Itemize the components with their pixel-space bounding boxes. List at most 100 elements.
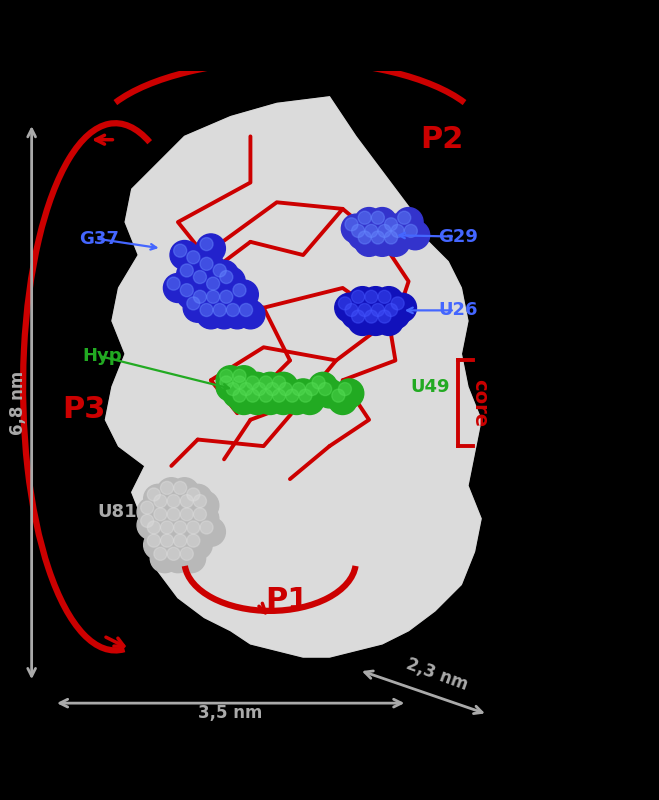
Polygon shape: [105, 97, 481, 657]
Circle shape: [229, 366, 258, 394]
Circle shape: [385, 231, 397, 244]
Circle shape: [196, 300, 225, 329]
Circle shape: [368, 300, 397, 329]
Circle shape: [167, 494, 180, 508]
Text: P1: P1: [265, 586, 308, 615]
Circle shape: [216, 267, 245, 296]
Circle shape: [227, 382, 239, 395]
Text: P3: P3: [63, 395, 106, 424]
Circle shape: [187, 250, 200, 264]
Circle shape: [332, 389, 345, 402]
Circle shape: [200, 303, 213, 317]
Circle shape: [229, 372, 258, 402]
Circle shape: [378, 310, 391, 323]
Text: U81: U81: [98, 503, 137, 521]
Circle shape: [240, 382, 252, 395]
Circle shape: [190, 286, 219, 316]
Circle shape: [273, 389, 285, 402]
Circle shape: [381, 214, 410, 243]
Circle shape: [163, 504, 192, 533]
Circle shape: [196, 254, 225, 282]
Circle shape: [144, 518, 173, 546]
Circle shape: [183, 518, 212, 546]
Circle shape: [220, 270, 233, 283]
Text: G29: G29: [438, 227, 478, 246]
Circle shape: [256, 372, 285, 402]
Circle shape: [223, 379, 252, 408]
Circle shape: [180, 284, 193, 297]
Circle shape: [256, 386, 285, 414]
Circle shape: [216, 366, 245, 394]
Circle shape: [187, 534, 200, 547]
Circle shape: [194, 508, 206, 521]
Circle shape: [190, 267, 219, 296]
Circle shape: [341, 300, 370, 329]
Circle shape: [167, 277, 180, 290]
Circle shape: [391, 224, 404, 238]
Circle shape: [170, 478, 199, 506]
Circle shape: [154, 508, 167, 521]
Circle shape: [348, 306, 377, 335]
Circle shape: [227, 303, 239, 317]
Circle shape: [352, 310, 364, 323]
Circle shape: [233, 284, 246, 297]
Circle shape: [365, 224, 378, 238]
Circle shape: [183, 294, 212, 322]
Circle shape: [335, 379, 364, 408]
Circle shape: [246, 376, 259, 389]
Circle shape: [148, 488, 160, 501]
Circle shape: [243, 386, 272, 414]
Text: U26: U26: [438, 302, 478, 319]
Circle shape: [372, 231, 384, 244]
Circle shape: [348, 221, 377, 250]
Text: 6,8 nm: 6,8 nm: [9, 370, 28, 434]
Circle shape: [200, 238, 213, 250]
Circle shape: [170, 518, 199, 546]
Circle shape: [177, 260, 206, 290]
Circle shape: [339, 297, 351, 310]
Circle shape: [236, 379, 265, 408]
Circle shape: [308, 372, 337, 402]
Circle shape: [183, 530, 212, 559]
Circle shape: [365, 290, 378, 303]
Circle shape: [220, 370, 233, 382]
Circle shape: [170, 530, 199, 559]
Circle shape: [355, 300, 384, 329]
Circle shape: [293, 382, 305, 395]
Circle shape: [161, 534, 173, 547]
Circle shape: [286, 389, 299, 402]
Circle shape: [260, 376, 272, 389]
Circle shape: [348, 286, 377, 316]
Circle shape: [282, 386, 311, 414]
Circle shape: [183, 484, 212, 514]
Circle shape: [315, 379, 344, 408]
Circle shape: [335, 294, 364, 322]
Circle shape: [306, 382, 318, 395]
Circle shape: [355, 207, 384, 237]
Circle shape: [200, 521, 213, 534]
Circle shape: [361, 221, 390, 250]
Circle shape: [246, 389, 259, 402]
Circle shape: [358, 303, 371, 317]
Circle shape: [203, 286, 232, 316]
Circle shape: [150, 491, 179, 520]
Circle shape: [190, 504, 219, 533]
Circle shape: [180, 547, 193, 560]
Circle shape: [203, 274, 232, 302]
Circle shape: [374, 306, 403, 335]
Circle shape: [170, 241, 199, 270]
Circle shape: [358, 231, 371, 244]
Circle shape: [233, 370, 246, 382]
Circle shape: [275, 379, 304, 408]
Circle shape: [387, 221, 416, 250]
Circle shape: [177, 280, 206, 309]
Circle shape: [358, 211, 371, 224]
Circle shape: [279, 382, 292, 395]
Circle shape: [150, 504, 179, 533]
Text: 3,5 nm: 3,5 nm: [198, 704, 263, 722]
Circle shape: [157, 518, 186, 546]
Circle shape: [260, 389, 272, 402]
Circle shape: [177, 544, 206, 573]
Circle shape: [194, 290, 206, 303]
Circle shape: [137, 510, 166, 540]
